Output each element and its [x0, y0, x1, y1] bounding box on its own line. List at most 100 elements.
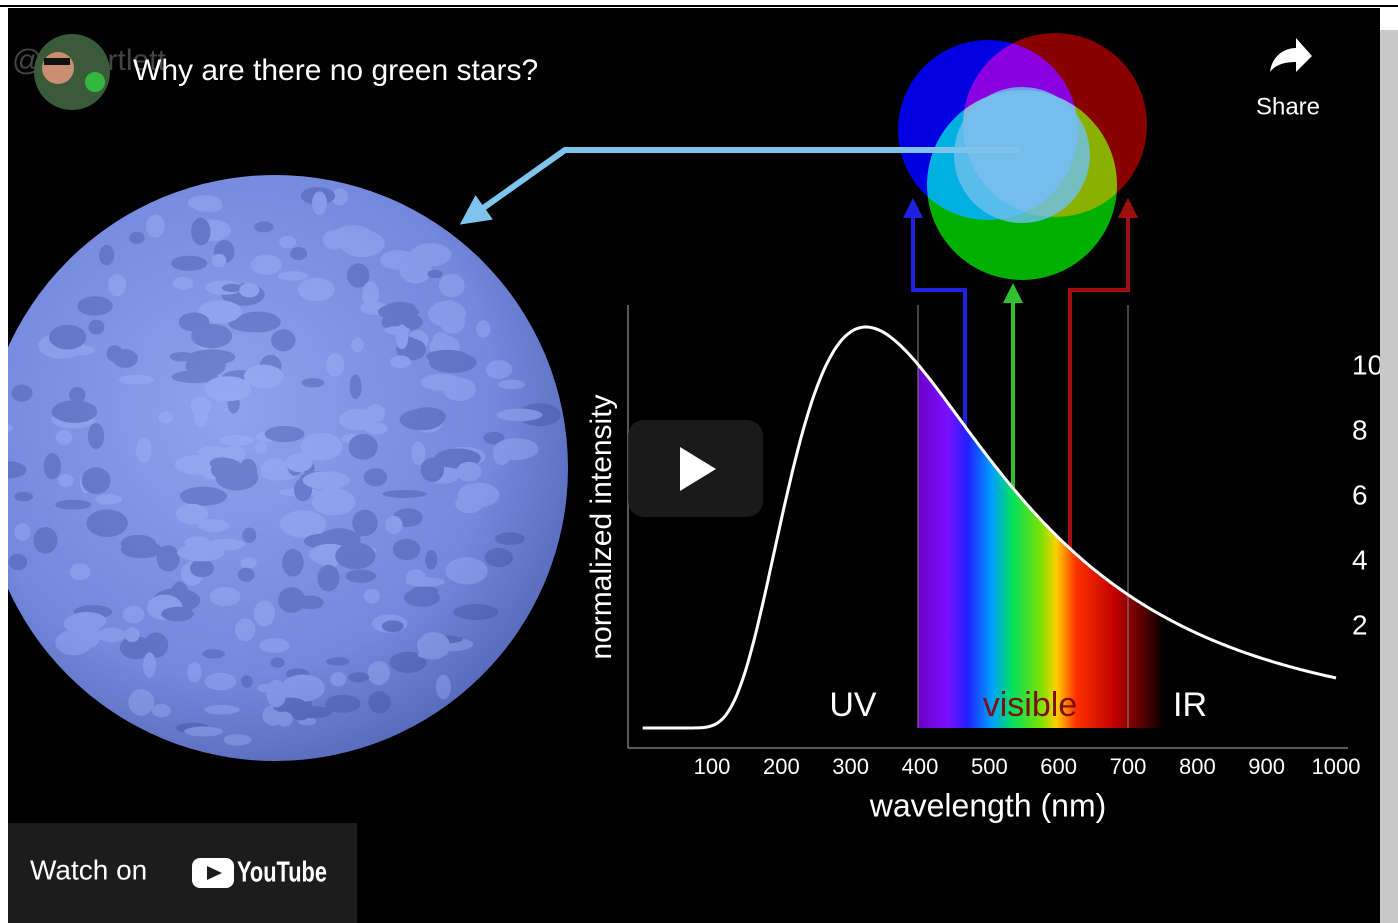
star-spot: [368, 661, 391, 685]
star-spot: [265, 426, 305, 442]
star-spot: [242, 527, 256, 542]
star-spot: [368, 691, 391, 713]
top-rule: [0, 5, 1398, 7]
star-spot: [212, 254, 226, 267]
star-spot: [393, 539, 421, 560]
star-spot: [301, 378, 324, 387]
star-spot: [382, 620, 404, 632]
star-spot: [279, 521, 323, 532]
region-label: visible: [983, 686, 1077, 724]
star-spot: [364, 468, 388, 486]
star-spot: [88, 320, 104, 335]
x-tick-label: 800: [1179, 754, 1216, 779]
star-spot: [119, 375, 154, 385]
yt-brand: YouTube: [237, 857, 327, 889]
star-spot: [497, 409, 542, 422]
star-spot: [82, 467, 111, 494]
star-spot: [494, 438, 539, 460]
scrollbar: [1380, 30, 1398, 923]
video: UV visible IR normalized intensity wavel…: [0, 8, 1383, 923]
side-tick-label: 10: [1352, 349, 1383, 380]
star-spot: [382, 490, 427, 498]
x-tick-label: 600: [1040, 754, 1077, 779]
star-spot: [241, 557, 257, 569]
star-spot: [278, 271, 308, 281]
star-spot: [79, 622, 101, 648]
star-spot: [266, 680, 286, 708]
star-spot: [220, 435, 254, 446]
star-spot: [298, 278, 335, 301]
star-spot: [204, 705, 240, 715]
star-spot: [286, 453, 313, 472]
star-spot: [64, 616, 82, 631]
star-spot: [427, 270, 442, 278]
side-tick-label: 2: [1352, 609, 1368, 640]
side-tick-label: 8: [1352, 414, 1368, 445]
share-label[interactable]: Share: [1256, 93, 1320, 120]
star-spot: [161, 607, 194, 622]
star-spot: [485, 548, 513, 567]
video-title[interactable]: Why are there no green stars?: [133, 54, 538, 87]
star-spot: [52, 400, 98, 423]
star-spot: [88, 423, 104, 449]
star-spot: [15, 523, 31, 541]
star-spot: [55, 500, 91, 510]
avatar-light: [85, 72, 105, 92]
star-spot: [223, 734, 251, 746]
star-spot: [261, 458, 289, 480]
star-spot: [418, 651, 443, 659]
star-spot: [296, 595, 323, 609]
star-spot: [98, 627, 125, 642]
star-spot: [159, 411, 173, 423]
star-spot: [95, 494, 122, 504]
star-spot: [312, 488, 356, 515]
star-spot: [409, 407, 446, 426]
star-spot: [428, 301, 466, 327]
avatar-glasses: [44, 58, 70, 65]
star-spot: [495, 532, 525, 545]
star-spot: [56, 430, 73, 446]
star-spot: [86, 509, 127, 537]
star-spot: [348, 434, 377, 460]
star-spot: [254, 600, 275, 626]
star-spot: [123, 606, 145, 624]
star-spot: [426, 350, 468, 363]
star-spot: [346, 570, 376, 583]
star-spot: [210, 587, 241, 606]
star-spot: [326, 353, 344, 377]
star-spot: [187, 662, 201, 683]
star-spot: [436, 675, 451, 700]
watch-on[interactable]: Watch on: [30, 854, 147, 885]
star-spot: [107, 345, 123, 362]
star-spot: [365, 423, 388, 435]
star-spot: [325, 695, 361, 713]
y-label: normalized intensity: [585, 394, 618, 659]
star-spot: [443, 378, 476, 401]
star-spot: [425, 550, 437, 570]
star-spot: [282, 549, 304, 577]
star-spot: [271, 329, 295, 351]
star-spot: [312, 191, 327, 215]
star-spot: [69, 563, 90, 580]
star-spot: [184, 726, 223, 736]
star-spot: [77, 296, 113, 315]
star-spot: [128, 689, 154, 716]
star-spot: [146, 215, 165, 238]
star-spot: [476, 320, 490, 337]
star-spot: [486, 360, 513, 379]
star-spot: [238, 471, 251, 488]
side-tick-label: 6: [1352, 479, 1368, 510]
star-spot: [498, 380, 525, 390]
star-spot: [411, 441, 425, 465]
x-label: wavelength (nm): [869, 787, 1107, 823]
star-spot: [317, 565, 339, 592]
star-spot: [12, 385, 33, 402]
star-spot: [281, 675, 325, 702]
star-spot: [270, 657, 284, 667]
star-spot: [194, 403, 208, 427]
embed: UV visible IR normalized intensity wavel…: [0, 0, 1398, 923]
star-spot: [108, 274, 126, 296]
star-spot: [339, 547, 355, 563]
star-spot: [455, 494, 483, 513]
star-spot: [337, 227, 350, 248]
